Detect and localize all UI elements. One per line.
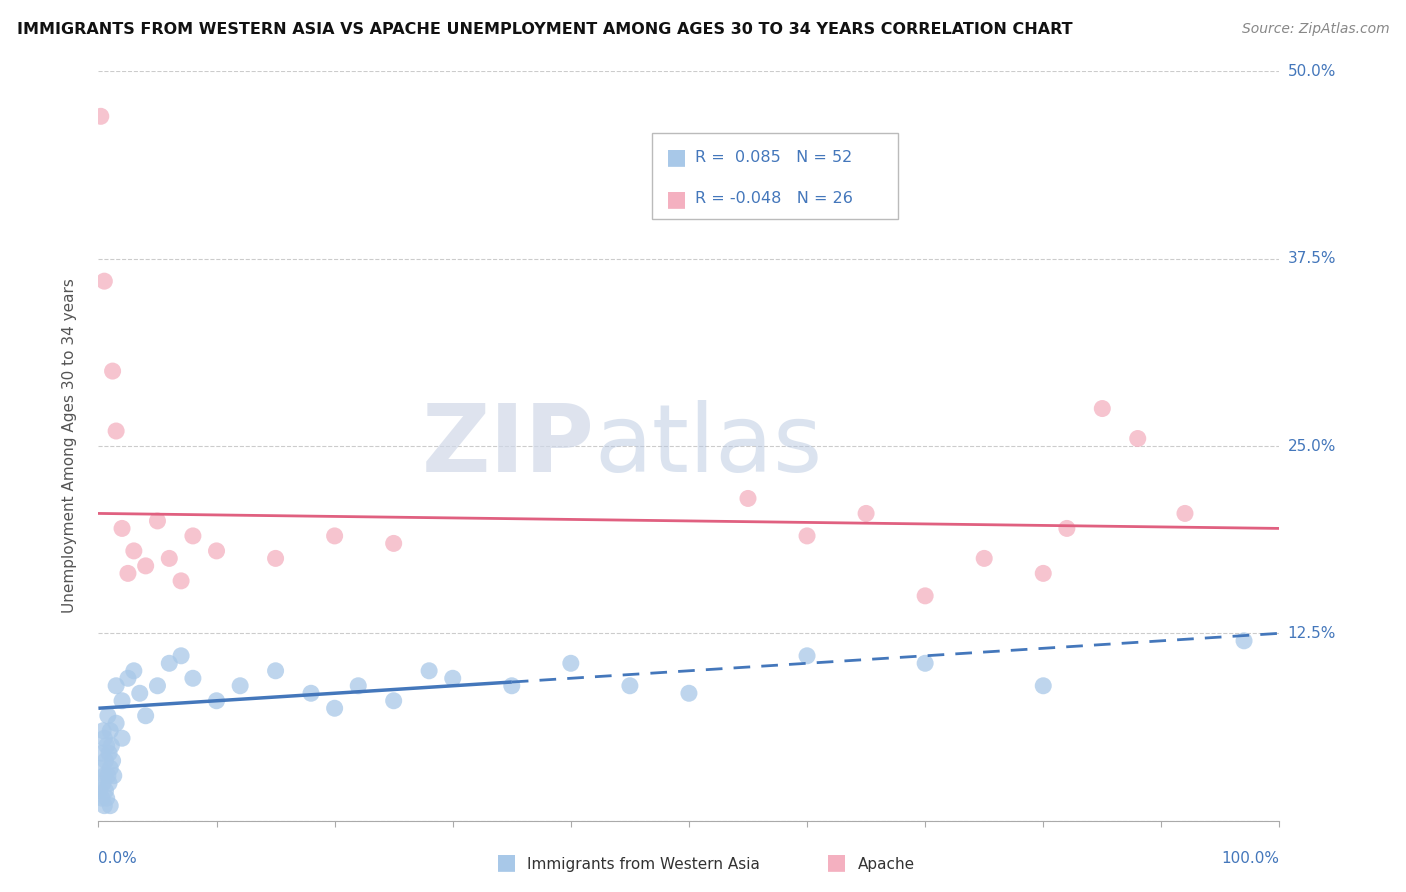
Point: [105, 679, 128, 693]
Point: [93, 731, 115, 746]
Point: [135, 558, 157, 573]
Point: [299, 686, 322, 700]
Point: [90, 109, 112, 123]
Point: [111, 521, 134, 535]
Point: [89, 783, 111, 797]
Point: [90, 761, 112, 775]
Point: [117, 566, 139, 581]
Y-axis label: Unemployment Among Ages 30 to 34 years: Unemployment Among Ages 30 to 34 years: [62, 278, 77, 614]
Text: 50.0%: 50.0%: [1288, 64, 1336, 78]
Point: [737, 491, 759, 506]
Point: [347, 679, 370, 693]
Point: [914, 589, 936, 603]
Text: ■: ■: [666, 147, 688, 168]
Text: ■: ■: [666, 189, 688, 209]
Point: [96, 791, 118, 805]
Text: 37.5%: 37.5%: [1288, 252, 1336, 266]
Point: [105, 716, 128, 731]
Text: Apache: Apache: [858, 857, 915, 872]
Point: [170, 648, 193, 663]
Point: [205, 544, 228, 558]
Point: [205, 694, 228, 708]
Point: [91, 776, 114, 790]
Point: [111, 731, 134, 746]
Point: [94, 783, 117, 797]
Point: [97, 769, 120, 783]
Point: [1233, 633, 1256, 648]
Point: [323, 701, 346, 715]
Point: [1032, 566, 1054, 581]
Point: [796, 648, 818, 663]
Point: [94, 754, 117, 768]
Point: [855, 507, 877, 521]
Point: [98, 761, 121, 775]
Text: ■: ■: [496, 853, 516, 872]
Point: [101, 364, 124, 378]
Point: [973, 551, 995, 566]
Point: [122, 664, 145, 678]
Text: R = -0.048   N = 26: R = -0.048 N = 26: [695, 191, 852, 206]
Point: [91, 723, 114, 738]
Point: [100, 739, 122, 753]
Point: [914, 657, 936, 671]
Text: 25.0%: 25.0%: [1288, 439, 1336, 453]
Point: [146, 514, 169, 528]
Text: IMMIGRANTS FROM WESTERN ASIA VS APACHE UNEMPLOYMENT AMONG AGES 30 TO 34 YEARS CO: IMMIGRANTS FROM WESTERN ASIA VS APACHE U…: [17, 22, 1073, 37]
Point: [1056, 521, 1078, 535]
Point: [101, 754, 124, 768]
Point: [441, 671, 464, 685]
Point: [181, 671, 204, 685]
Point: [1032, 679, 1054, 693]
Point: [91, 791, 114, 805]
Point: [96, 739, 118, 753]
Point: [93, 769, 115, 783]
Text: Source: ZipAtlas.com: Source: ZipAtlas.com: [1241, 22, 1389, 37]
Point: [146, 679, 169, 693]
Text: ZIP: ZIP: [422, 400, 595, 492]
Point: [1174, 507, 1197, 521]
Text: 0.0%: 0.0%: [98, 851, 138, 866]
Point: [97, 708, 120, 723]
Point: [103, 769, 125, 783]
Point: [105, 424, 128, 438]
Text: Immigrants from Western Asia: Immigrants from Western Asia: [527, 857, 761, 872]
Point: [229, 679, 252, 693]
Point: [382, 536, 405, 550]
Point: [93, 798, 115, 813]
Point: [93, 274, 115, 288]
Point: [796, 529, 818, 543]
Point: [501, 679, 523, 693]
Point: [678, 686, 700, 700]
Point: [418, 664, 440, 678]
Point: [1091, 401, 1114, 416]
Point: [111, 694, 134, 708]
Point: [98, 723, 121, 738]
Text: atlas: atlas: [595, 400, 823, 492]
Point: [181, 529, 204, 543]
Point: [98, 776, 121, 790]
Point: [91, 746, 114, 760]
Text: 100.0%: 100.0%: [1222, 851, 1279, 866]
Point: [98, 746, 121, 760]
Point: [382, 694, 405, 708]
Point: [619, 679, 641, 693]
Point: [170, 574, 193, 588]
Point: [157, 551, 180, 566]
Point: [98, 798, 121, 813]
Point: [323, 529, 346, 543]
Text: ■: ■: [827, 853, 846, 872]
Point: [135, 708, 157, 723]
Point: [122, 544, 145, 558]
Text: R =  0.085   N = 52: R = 0.085 N = 52: [695, 150, 852, 165]
Point: [264, 551, 287, 566]
Text: 12.5%: 12.5%: [1288, 626, 1336, 640]
Point: [117, 671, 139, 685]
Point: [1126, 432, 1149, 446]
Point: [128, 686, 150, 700]
Point: [264, 664, 287, 678]
Point: [157, 657, 180, 671]
Point: [560, 657, 582, 671]
